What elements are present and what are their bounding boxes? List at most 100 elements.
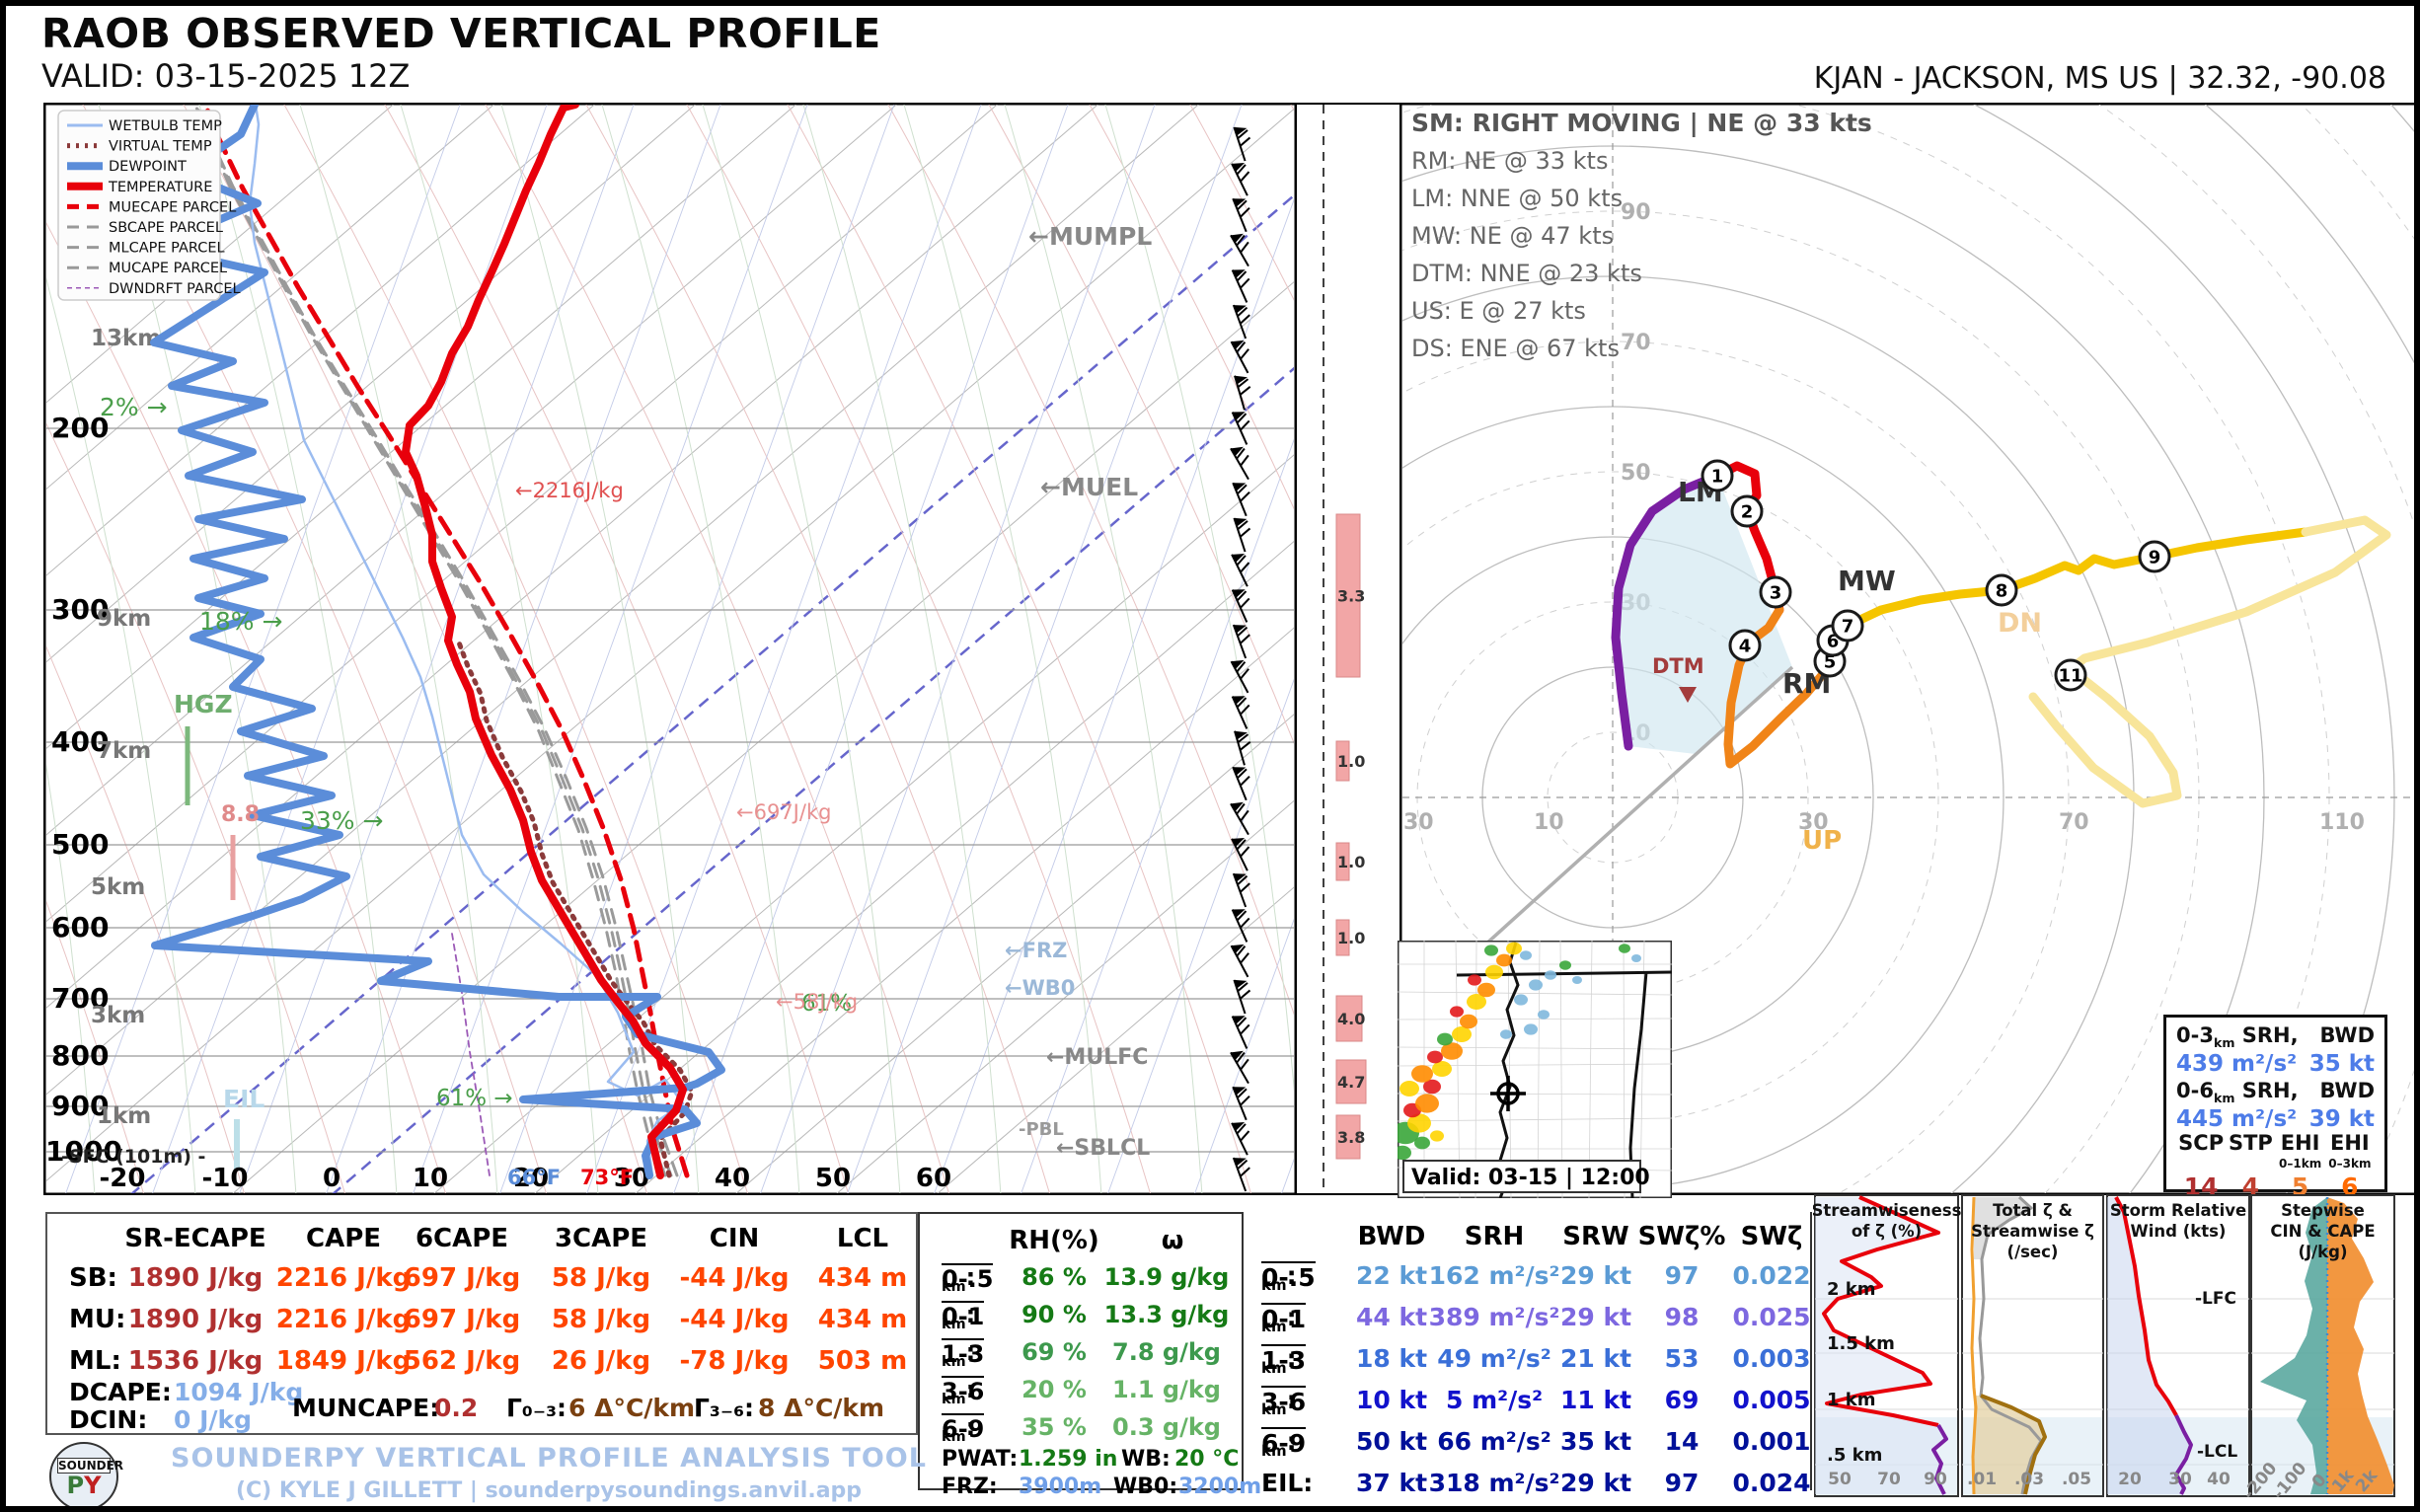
panel-title: Streamwise ζ [1971, 1222, 2094, 1241]
wind-barb [1231, 412, 1250, 445]
panel-title: Wind (kts) [2131, 1222, 2227, 1241]
srw-value: 21 kt [1559, 1344, 1632, 1373]
swz-pct-value: 97 [1664, 1469, 1700, 1497]
swz-value: 0.024 [1732, 1469, 1811, 1497]
index-label-stp1: STP [2228, 1131, 2273, 1156]
annotation: ←697J/kg [736, 800, 831, 824]
rh-header: RH(%) [1009, 1226, 1099, 1255]
mini-panels: Streamwiseness of ζ (%) 50 70 90 2 km 1.5 km 1 … [1813, 1194, 2395, 1501]
kin-header: SRW [1562, 1222, 1629, 1251]
wind-barb [1232, 872, 1250, 908]
thermo-header: CAPE [305, 1224, 382, 1253]
branding-title: SOUNDERPY VERTICAL PROFILE ANALYSIS TOOL [171, 1443, 927, 1474]
svg-text:1: 1 [1711, 467, 1724, 488]
panel-km-label: 1.5 km [1827, 1333, 1895, 1354]
index-label-scp0: SCP [2178, 1131, 2225, 1156]
skewt-chart: 200300400500600700800900100013km9km7km5k… [43, 103, 1297, 1195]
panel-series [1931, 1424, 1948, 1495]
wind-barbs [1230, 126, 1251, 1192]
panel-ref-label: -LFC [2195, 1289, 2236, 1309]
omega-bar [1335, 842, 1350, 881]
panel-series [2174, 1414, 2193, 1495]
svg-text:2: 2 [1741, 502, 1754, 523]
bwd-value: 22 kt [1355, 1261, 1428, 1290]
mixing-ratio-value: 7.8 g/kg [1112, 1338, 1221, 1366]
ring-label: 70 [2059, 810, 2089, 835]
panel-tick: 70 [1877, 1470, 1901, 1489]
bwd-value: 50 kt [1355, 1427, 1428, 1456]
lapse-0-3-label: Γ₀₋₃: [506, 1394, 567, 1422]
hodo-km-marker [1831, 609, 1864, 643]
sbcape-parcel [193, 105, 667, 1177]
pressure-tick-700: 700 [51, 982, 109, 1015]
annotation: 2% → [100, 393, 168, 421]
hodo-label-dtm: DTM [1652, 654, 1704, 678]
wind-barb [1233, 979, 1251, 1015]
wind-barb [1231, 696, 1250, 729]
annotation: EIL [223, 1085, 265, 1113]
station-crosshair [1490, 1076, 1526, 1111]
hodo-9km-plus [2028, 515, 2391, 808]
thermo-value: 434 m [817, 1263, 908, 1293]
wind-barb [1232, 304, 1250, 340]
wind-barb [1231, 838, 1250, 871]
radar-map-inset: Valid: 03-15 | 12:00 [1398, 941, 1672, 1198]
mixing-ratio-value: 0.3 g/kg [1112, 1413, 1221, 1441]
srh-value: 389 m²/s² [1428, 1303, 1560, 1331]
omega-header: ω [1161, 1226, 1184, 1255]
svg-text:11: 11 [2058, 666, 2082, 687]
thermo-value: 1890 J/kg [127, 1263, 264, 1293]
omega-bar-label: 4.7 [1337, 1073, 1365, 1092]
rh-row-label: 0-1 km: [942, 1301, 985, 1332]
dcin-value: 0 J/kg [174, 1405, 253, 1434]
mini-panel-1: Total ζ & Streamwise ζ (/sec) .01 .03 .05 [1961, 1194, 2104, 1497]
temp-tick: 10 [413, 1164, 448, 1193]
pwat-value: 1.259 in [1019, 1447, 1118, 1472]
storm-motion-line-6: DS: ENE @ 67 kts [1411, 335, 1620, 362]
wind-barb [1230, 340, 1249, 374]
storm-motion-line-4: DTM: NNE @ 23 kts [1411, 260, 1642, 287]
swz-pct-value: 97 [1664, 1261, 1700, 1290]
annotation: ←FRZ [1005, 939, 1067, 962]
wind-barb [1230, 801, 1249, 836]
annotation: 66°F [507, 1166, 561, 1189]
kin-row-label: 0-1 km: [1261, 1303, 1307, 1335]
omega-column: 3.3 1.0 1.0 1.0 4.0 4.7 3.8 [1297, 103, 1399, 1195]
thermo-value: 2216 J/kg [275, 1263, 412, 1293]
wind-barb [1230, 446, 1249, 481]
page-title: RAOB OBSERVED VERTICAL PROFILE [41, 10, 881, 57]
srw-value: 29 kt [1559, 1261, 1632, 1290]
thermo-header: CIN [709, 1224, 760, 1253]
hodo-label-mw: MW [1838, 565, 1896, 597]
thermo-row-label: SB: [69, 1263, 117, 1293]
panel-series [2114, 1196, 2178, 1416]
kin-row-label: 0-.5 km: [1261, 1261, 1316, 1294]
wind-barb [1232, 1157, 1250, 1192]
thermo-value: 1536 J/kg [127, 1346, 264, 1376]
swz-value: 0.022 [1732, 1261, 1811, 1290]
composite-index-labels: SCP STP EHI 0–1km EHI 0–3km [2176, 1131, 2375, 1172]
thermo-value: -44 J/kg [679, 1305, 790, 1334]
wind-barb [1230, 659, 1249, 694]
srh-value: 162 m²/s² [1428, 1261, 1560, 1290]
srh-0-6-values: 445 m²/s² 39 kt [2176, 1106, 2375, 1133]
mixing-ratio-value: 1.1 g/kg [1112, 1376, 1221, 1403]
omega-bar [1335, 1059, 1367, 1104]
panel-series [1970, 1196, 1978, 1495]
hodograph-grid: 907050301030103070110LMMWRMDTMDNUP123456… [1402, 105, 2414, 1193]
wind-barb [1231, 1122, 1250, 1156]
storm-motion-line-2: LM: NNE @ 50 kts [1411, 185, 1624, 212]
pressure-tick-600: 600 [51, 911, 109, 944]
panel-title: Stepwise [2281, 1201, 2365, 1220]
height-label: 9km [97, 606, 151, 632]
height-label: 1km [97, 1103, 151, 1129]
branding-credit[interactable]: (C) KYLE J GILLETT | sounderpysoundings.… [235, 1478, 863, 1503]
thermo-value: 58 J/kg [551, 1263, 651, 1293]
panel-tick: 30 [2168, 1470, 2192, 1489]
thermo-value: 58 J/kg [551, 1305, 651, 1334]
swz-pct-value: 98 [1664, 1303, 1700, 1331]
thermo-value: 503 m [817, 1346, 908, 1376]
hodo-km-marker [2054, 658, 2087, 692]
wind-barb [1231, 589, 1250, 623]
